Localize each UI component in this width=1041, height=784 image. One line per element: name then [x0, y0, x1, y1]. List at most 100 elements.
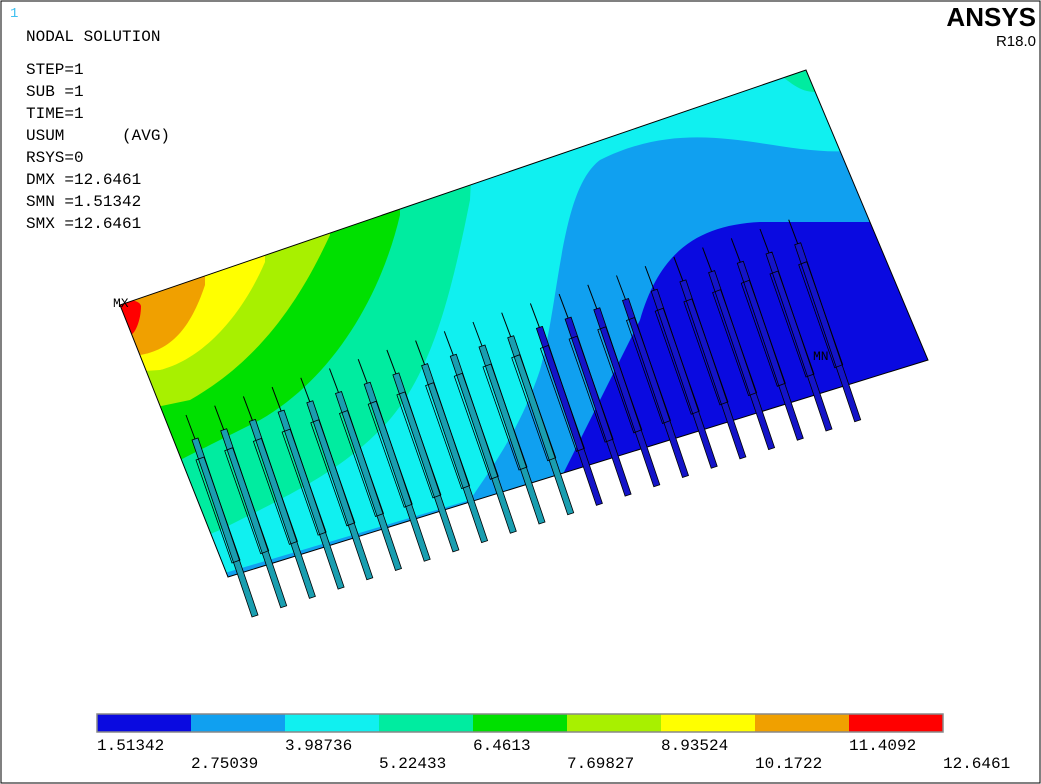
pin [535, 325, 603, 506]
pin-tip [702, 247, 713, 272]
pin-sleeve [683, 298, 729, 406]
pin-tip [271, 386, 282, 412]
legend-label: 10.1722 [755, 755, 822, 773]
pin-sleeve [769, 270, 815, 378]
legend-label: 6.4613 [473, 737, 531, 755]
pin-sleeve [712, 289, 758, 397]
legend-border [96, 713, 944, 733]
pin [593, 307, 661, 488]
legend-swatch [661, 714, 755, 732]
pin [306, 400, 374, 581]
header-line: USUM (AVG) [26, 127, 170, 145]
pin-sleeve [740, 279, 786, 387]
version: R18.0 [996, 33, 1036, 50]
pin-sleeve [453, 372, 499, 480]
pin-tip [472, 321, 483, 347]
legend-swatch [191, 714, 285, 732]
pin-tip [357, 359, 368, 384]
pin-tip [730, 238, 741, 263]
legend-swatch [755, 714, 849, 732]
pin-tip [242, 396, 253, 421]
legend-label: 12.6461 [943, 755, 1010, 773]
pin-sleeve [654, 307, 700, 415]
pin [478, 344, 546, 525]
pin-sleeve [798, 261, 844, 369]
pin-tip [759, 228, 770, 254]
legend-label: 5.22433 [379, 755, 446, 773]
plate-outline [119, 69, 929, 578]
legend-swatch [567, 714, 661, 732]
pin-tip [501, 312, 512, 337]
pin [220, 428, 288, 609]
header-title: NODAL SOLUTION [26, 28, 160, 46]
pin [277, 409, 345, 590]
legend-label: 2.75039 [191, 755, 258, 773]
pin-tip [214, 405, 225, 430]
pin-sleeve [511, 354, 557, 462]
pin-sleeve [482, 363, 528, 471]
pin-sleeve [224, 447, 270, 555]
legend-swatch [379, 714, 473, 732]
pin-tip [185, 414, 196, 440]
pin [679, 279, 747, 460]
pin [248, 418, 316, 599]
min-marker: MN [813, 349, 829, 364]
legend-label: 1.51342 [97, 737, 164, 755]
pin-sleeve [338, 409, 385, 518]
header-line: SUB =1 [26, 83, 84, 101]
pin [334, 390, 403, 572]
pin [564, 316, 632, 497]
pin [621, 297, 690, 479]
pin-tip [415, 340, 426, 365]
pin-sleeve [281, 428, 327, 536]
header-line: SMN =1.51342 [26, 193, 141, 211]
pin-tip [529, 303, 540, 328]
legend-label: 3.98736 [285, 737, 352, 755]
pin-sleeve [539, 344, 585, 452]
pin-tip [587, 284, 598, 309]
pin-tip [788, 219, 799, 244]
pin [421, 363, 489, 544]
pin-sleeve [597, 326, 643, 434]
pin-sleeve [625, 316, 672, 425]
pin [363, 381, 431, 562]
pin [765, 251, 833, 432]
legend: 1.51342 2.75039 3.98736 5.22433 6.4613 7.6982… [96, 713, 1010, 773]
header-line: RSYS=0 [26, 149, 84, 167]
legend-swatch [97, 714, 191, 732]
pin-sleeve [367, 400, 413, 508]
header-line: TIME=1 [26, 105, 84, 123]
header-line: SMX =12.6461 [26, 215, 141, 233]
pin [794, 242, 862, 423]
pin-tip [386, 349, 397, 375]
logo: ANSYS [946, 2, 1036, 32]
pin-tip [329, 368, 339, 393]
pin-sleeve [425, 382, 471, 490]
header-line: DMX =12.6461 [26, 171, 141, 189]
pin [507, 335, 575, 516]
pin [449, 353, 517, 534]
pin-sleeve [396, 391, 442, 499]
legend-swatch [473, 714, 567, 732]
header-line: STEP=1 [26, 61, 84, 79]
pin-tip [616, 275, 626, 300]
pin [191, 437, 259, 618]
pin-tip [300, 377, 311, 402]
pin-tip [644, 266, 655, 291]
legend-swatch [849, 714, 943, 732]
legend-label: 7.69827 [567, 755, 634, 773]
pin-tip [673, 256, 684, 282]
pin-sleeve [568, 335, 614, 443]
pin [650, 288, 718, 469]
pin-tip [558, 293, 569, 319]
pin [708, 270, 776, 451]
pin-sleeve [310, 419, 356, 527]
window-number: 1 [10, 6, 18, 22]
max-marker: MX [113, 296, 129, 311]
pin-sleeve [195, 456, 241, 564]
pin-tip [443, 331, 454, 356]
pin-sleeve [252, 437, 298, 545]
pin [392, 372, 460, 553]
